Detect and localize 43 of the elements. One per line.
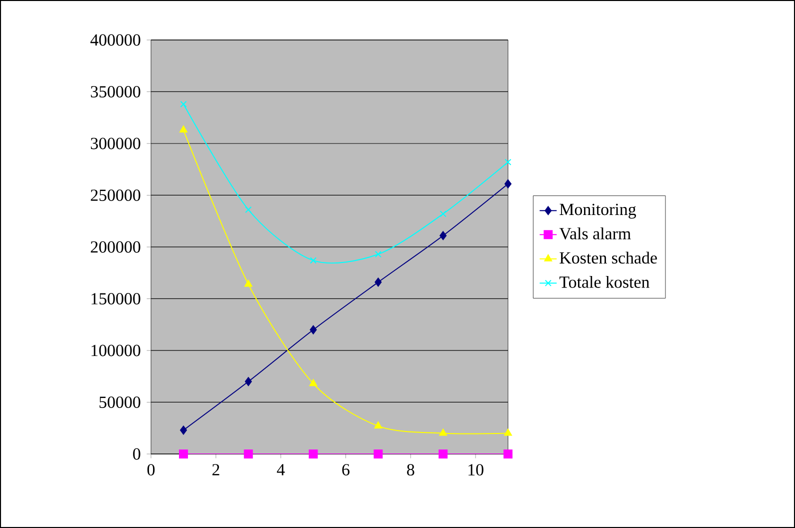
point bbox=[308, 450, 318, 458]
point bbox=[438, 450, 448, 458]
x-tick-label: 8 bbox=[407, 464, 414, 476]
y-tick-label: 100000 bbox=[92, 344, 140, 356]
point bbox=[245, 206, 252, 214]
legend-label: Monitoring bbox=[560, 204, 636, 219]
point bbox=[504, 179, 512, 188]
point bbox=[180, 126, 188, 133]
point bbox=[244, 377, 252, 386]
y-tick-label: 300000 bbox=[90, 138, 140, 150]
point bbox=[374, 278, 382, 287]
y-tick-label: 200000 bbox=[90, 241, 140, 253]
x-tick-label: 0 bbox=[147, 464, 155, 476]
y-tick-label: 250000 bbox=[90, 190, 140, 201]
y-tick-label: 400000 bbox=[90, 34, 140, 46]
point bbox=[440, 210, 446, 218]
legend-label: Kosten schade bbox=[560, 252, 657, 264]
legend-label: Totale kosten bbox=[559, 276, 650, 288]
legend-label: Vals alarm bbox=[559, 227, 631, 240]
point bbox=[374, 422, 382, 429]
point bbox=[374, 250, 382, 258]
y-tick-label: 0 bbox=[133, 448, 140, 460]
point bbox=[439, 428, 448, 436]
point bbox=[309, 379, 318, 386]
point bbox=[310, 325, 317, 334]
point bbox=[440, 231, 447, 240]
point bbox=[178, 450, 188, 458]
y-tick-label: 50000 bbox=[100, 396, 140, 408]
x-tick-label: 4 bbox=[276, 464, 285, 476]
point bbox=[310, 257, 317, 264]
point bbox=[180, 100, 187, 108]
y-tick-label: 150000 bbox=[92, 293, 140, 304]
x-tick-label: 2 bbox=[212, 464, 220, 476]
point bbox=[244, 280, 252, 287]
point bbox=[504, 428, 512, 436]
point bbox=[374, 450, 383, 458]
point bbox=[504, 450, 512, 458]
point bbox=[180, 426, 187, 435]
y-tick-label: 350000 bbox=[90, 86, 140, 98]
point bbox=[244, 450, 253, 458]
x-tick-label: 6 bbox=[342, 464, 350, 476]
x-tick-label: 10 bbox=[468, 464, 484, 476]
point bbox=[504, 158, 512, 166]
